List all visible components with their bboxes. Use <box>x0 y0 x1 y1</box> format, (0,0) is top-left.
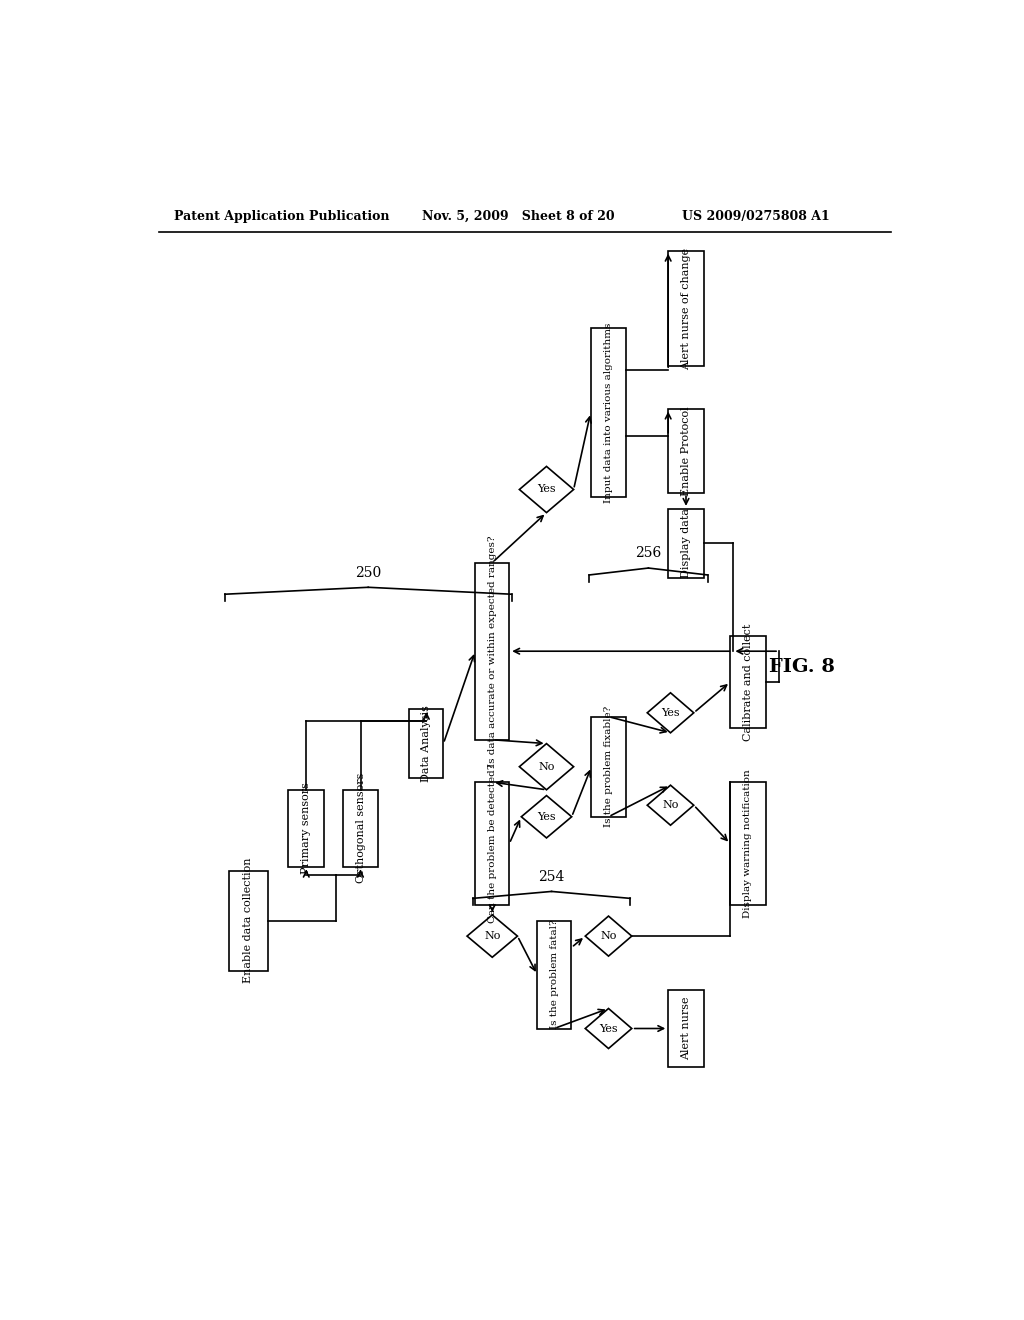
Polygon shape <box>519 743 573 789</box>
Bar <box>669 409 703 494</box>
Text: No: No <box>600 931 616 941</box>
Text: Enable Protocol: Enable Protocol <box>681 407 691 496</box>
Text: FIG. 8: FIG. 8 <box>769 657 836 676</box>
Polygon shape <box>647 785 693 825</box>
Polygon shape <box>521 796 571 838</box>
Text: Nov. 5, 2009   Sheet 8 of 20: Nov. 5, 2009 Sheet 8 of 20 <box>423 210 615 223</box>
Text: Patent Application Publication: Patent Application Publication <box>174 210 390 223</box>
Text: Enable data collection: Enable data collection <box>243 858 253 983</box>
Text: No: No <box>663 800 679 810</box>
Bar <box>669 508 703 578</box>
Bar <box>538 921 571 1028</box>
Text: No: No <box>539 762 555 772</box>
Polygon shape <box>586 1008 632 1048</box>
Bar <box>591 327 627 498</box>
Text: Primary sensors: Primary sensors <box>301 783 311 874</box>
Bar <box>228 871 267 970</box>
Bar <box>475 781 509 906</box>
Polygon shape <box>647 693 693 733</box>
Text: Is the problem fixable?: Is the problem fixable? <box>604 706 613 828</box>
Text: Is the problem fatal?: Is the problem fatal? <box>550 920 559 1030</box>
Text: 250: 250 <box>355 565 381 579</box>
Polygon shape <box>519 466 573 512</box>
Polygon shape <box>586 916 632 956</box>
Polygon shape <box>467 915 517 957</box>
Bar <box>669 251 703 367</box>
Text: 256: 256 <box>635 546 662 560</box>
Text: Display data: Display data <box>681 508 691 578</box>
Text: Can the problem be detected?: Can the problem be detected? <box>487 764 497 924</box>
Text: Yes: Yes <box>538 484 556 495</box>
Text: US 2009/0275808 A1: US 2009/0275808 A1 <box>682 210 829 223</box>
Text: Is data accurate or within expected ranges?: Is data accurate or within expected rang… <box>487 536 497 767</box>
Text: Yes: Yes <box>538 812 556 822</box>
Text: Calibrate and collect: Calibrate and collect <box>743 623 753 741</box>
Bar <box>730 781 766 906</box>
Bar <box>475 562 509 739</box>
Text: No: No <box>484 931 501 941</box>
Bar <box>410 709 443 779</box>
Text: Yes: Yes <box>599 1023 617 1034</box>
Bar <box>592 717 626 817</box>
Text: Orthogonal sensors: Orthogonal sensors <box>355 774 366 883</box>
Bar <box>730 636 766 729</box>
Text: Alert nurse: Alert nurse <box>681 997 691 1060</box>
Text: Alert nurse of change: Alert nurse of change <box>681 247 691 370</box>
Text: Yes: Yes <box>662 708 680 718</box>
Bar <box>669 990 703 1067</box>
Bar <box>343 789 378 867</box>
Text: Data Analysis: Data Analysis <box>421 705 431 781</box>
Text: Input data into various algorithms: Input data into various algorithms <box>604 322 613 503</box>
Text: Display warning notification: Display warning notification <box>743 770 753 919</box>
Bar <box>289 789 324 867</box>
Text: 254: 254 <box>539 870 564 884</box>
